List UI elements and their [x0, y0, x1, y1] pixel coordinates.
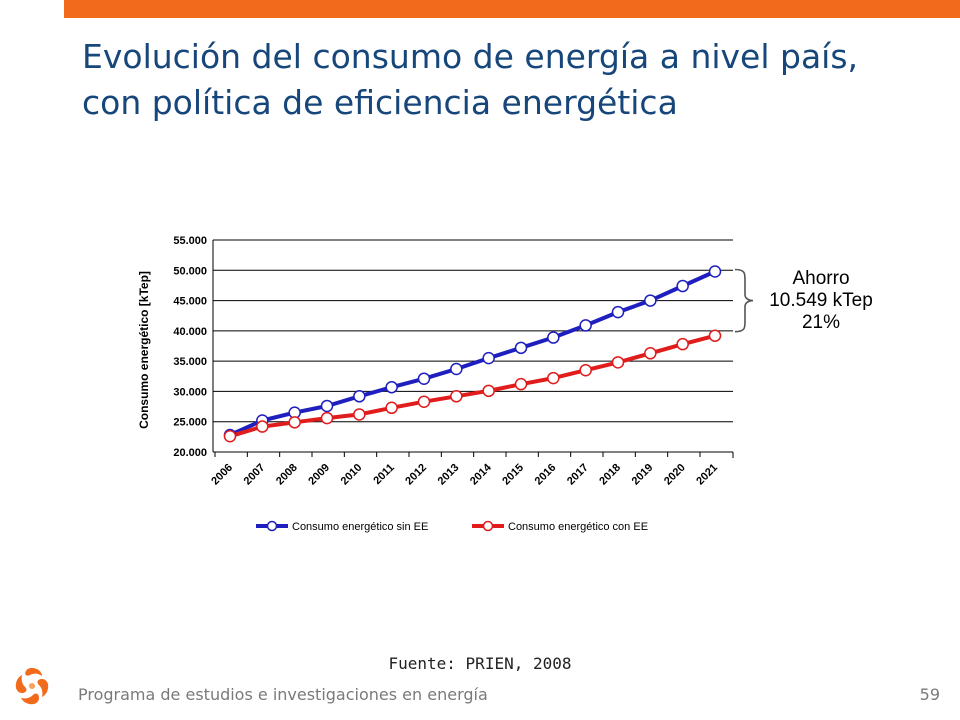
savings-brace [734, 268, 754, 333]
data-point [320, 411, 334, 425]
y-axis-label: Consumo energético [kTep] [137, 271, 151, 429]
data-point [385, 401, 398, 415]
annotation-line-2: 10.549 kTep [769, 290, 873, 311]
savings-annotation: Ahorro 10.549 kTep 21% [769, 268, 873, 333]
data-point [482, 351, 495, 365]
y-tick-label: 50.000 [173, 265, 207, 277]
data-point [223, 430, 237, 443]
y-tick-label: 25.000 [173, 417, 207, 429]
data-point [353, 390, 366, 403]
data-point [547, 371, 560, 385]
legend-label: Consumo energético con EE [508, 521, 648, 533]
data-point [417, 372, 431, 385]
data-point [385, 380, 398, 394]
legend-swatch-marker [266, 520, 278, 532]
x-tick-label: 2010 [339, 462, 365, 488]
y-tick-label: 35.000 [173, 356, 207, 368]
annotation-line-1: Ahorro [792, 268, 849, 289]
footer-program-name: Programa de estudios e investigaciones e… [78, 685, 488, 704]
x-tick-label: 2018 [597, 462, 623, 488]
data-point [644, 294, 657, 307]
data-point [450, 390, 463, 403]
data-point [514, 341, 528, 355]
data-point [450, 362, 463, 376]
data-point [256, 420, 269, 433]
chart-svg: 55.000 50.000 45.000 40.000 35.000 30.000 25.0… [137, 235, 873, 533]
series-points [223, 265, 722, 443]
legend-label: Consumo energético sin EE [292, 521, 428, 533]
y-tick-label: 45.000 [173, 296, 207, 308]
data-point [676, 279, 689, 293]
series-lines [229, 269, 716, 439]
data-point [611, 356, 625, 369]
x-tick-label: 2013 [436, 462, 462, 488]
series-line-1 [229, 269, 716, 437]
x-tick-label: 2007 [242, 462, 268, 488]
x-tick-label: 2006 [209, 462, 235, 488]
data-point [644, 347, 657, 360]
legend-swatch-marker [482, 520, 494, 532]
energy-consumption-chart: 55.000 50.000 45.000 40.000 35.000 30.000 25.0… [120, 222, 900, 552]
x-tick-label: 2014 [468, 461, 494, 487]
y-tick-label: 55.000 [173, 235, 207, 247]
data-point [708, 265, 722, 278]
slide-title: Evolución del consumo de energía a nivel… [82, 37, 859, 122]
x-tick-label: 2012 [403, 462, 429, 488]
data-point [579, 319, 592, 332]
brace-path [734, 268, 754, 333]
x-tick-label: 2011 [371, 462, 396, 487]
x-tick-label: 2016 [533, 462, 559, 488]
page-number: 59 [919, 685, 940, 704]
logo-icon [15, 668, 49, 705]
data-point [288, 416, 301, 429]
x-tick-label: 2017 [565, 462, 591, 488]
chart-legend: Consumo energético sin EE Consumo energét… [256, 520, 648, 533]
y-tick-labels: 55.000 50.000 45.000 40.000 35.000 30.000 25.0… [173, 235, 207, 459]
data-point [320, 399, 334, 413]
data-point [676, 337, 689, 351]
series-line-2 [229, 333, 716, 439]
x-tick-label: 2021 [694, 462, 720, 488]
data-point [482, 384, 495, 398]
data-point [353, 408, 366, 421]
y-tick-label: 30.000 [173, 386, 207, 398]
data-point [579, 363, 592, 377]
annotation-line-3: 21% [802, 312, 840, 333]
y-tick-label: 40.000 [173, 326, 207, 338]
top-accent-bar [64, 0, 960, 18]
x-tick-label: 2020 [662, 462, 688, 488]
data-point [417, 395, 431, 408]
data-point [547, 331, 560, 344]
data-point [708, 329, 722, 342]
x-tick-label: 2019 [630, 462, 656, 488]
x-tick-labels: 2006 2007 2008 2009 2010 2011 2012 2013 2014 2015… [209, 452, 720, 487]
x-tick-label: 2008 [274, 462, 300, 488]
data-point [514, 377, 528, 391]
source-note: Fuente: PRIEN, 2008 [388, 654, 572, 673]
x-tick-label: 2009 [306, 462, 332, 488]
x-tick-label: 2015 [500, 462, 526, 488]
y-tick-label: 20.000 [173, 447, 207, 459]
data-point [611, 305, 625, 319]
